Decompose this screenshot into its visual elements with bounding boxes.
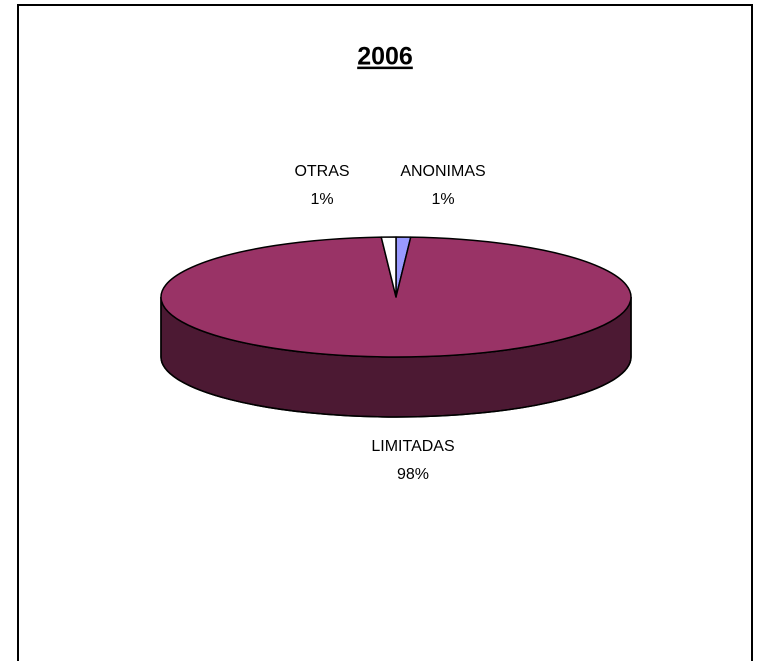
slice-label: LIMITADAS [371,438,454,455]
slice-label: OTRAS [294,163,349,180]
pie-slice [380,236,397,298]
slice-value-label: 98% [397,466,429,483]
slice-value-label: 1% [310,191,333,208]
chart-title: 2006 [357,43,413,71]
slice-label: ANONIMAS [400,163,485,180]
chart-frame [17,4,753,661]
slice-value-label: 1% [431,191,454,208]
